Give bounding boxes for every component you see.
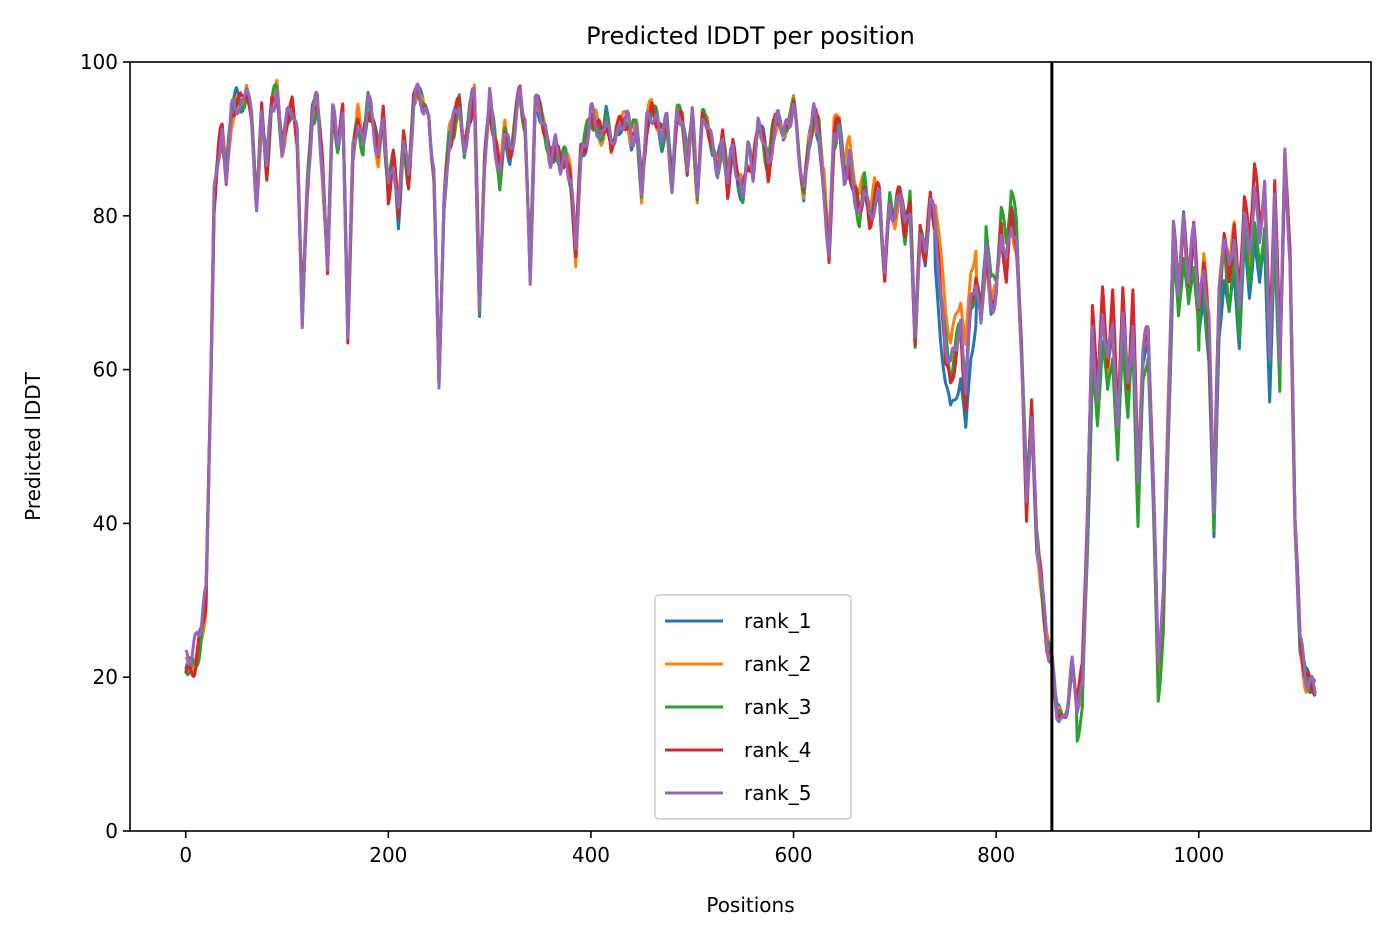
y-tick-label: 60 (93, 358, 118, 382)
legend-label-rank_2: rank_2 (744, 652, 811, 676)
y-tick-label: 100 (80, 50, 118, 74)
legend-label-rank_5: rank_5 (744, 781, 811, 805)
x-tick-label: 600 (774, 843, 812, 867)
legend-label-rank_3: rank_3 (744, 695, 811, 719)
plot-frame (129, 61, 1372, 832)
y-tick-label: 0 (105, 819, 118, 843)
x-tick-label: 200 (369, 843, 407, 867)
legend-label-rank_1: rank_1 (744, 609, 811, 633)
x-axis-label: Positions (706, 893, 794, 917)
chart-title: Predicted lDDT per position (586, 22, 915, 50)
x-tick-label: 0 (179, 843, 192, 867)
legend: rank_1 rank_2 rank_3 rank_4 rank_5 (654, 594, 852, 820)
y-tick-label: 80 (93, 204, 118, 228)
legend-box (654, 594, 852, 820)
legend-label-rank_4: rank_4 (744, 738, 811, 762)
series-line-rank_5 (184, 82, 1317, 724)
y-tick-label: 40 (93, 511, 118, 535)
y-axis-label: Predicted lDDT (21, 371, 45, 521)
x-tick-label: 800 (977, 843, 1015, 867)
series-layer (184, 78, 1317, 743)
x-tick-label: 400 (572, 843, 610, 867)
axes-layer: 0 200 400 600 800 1000 0 20 40 60 80 100 (80, 50, 1372, 867)
y-tick-label: 20 (93, 665, 118, 689)
x-tick-label: 1000 (1173, 843, 1224, 867)
